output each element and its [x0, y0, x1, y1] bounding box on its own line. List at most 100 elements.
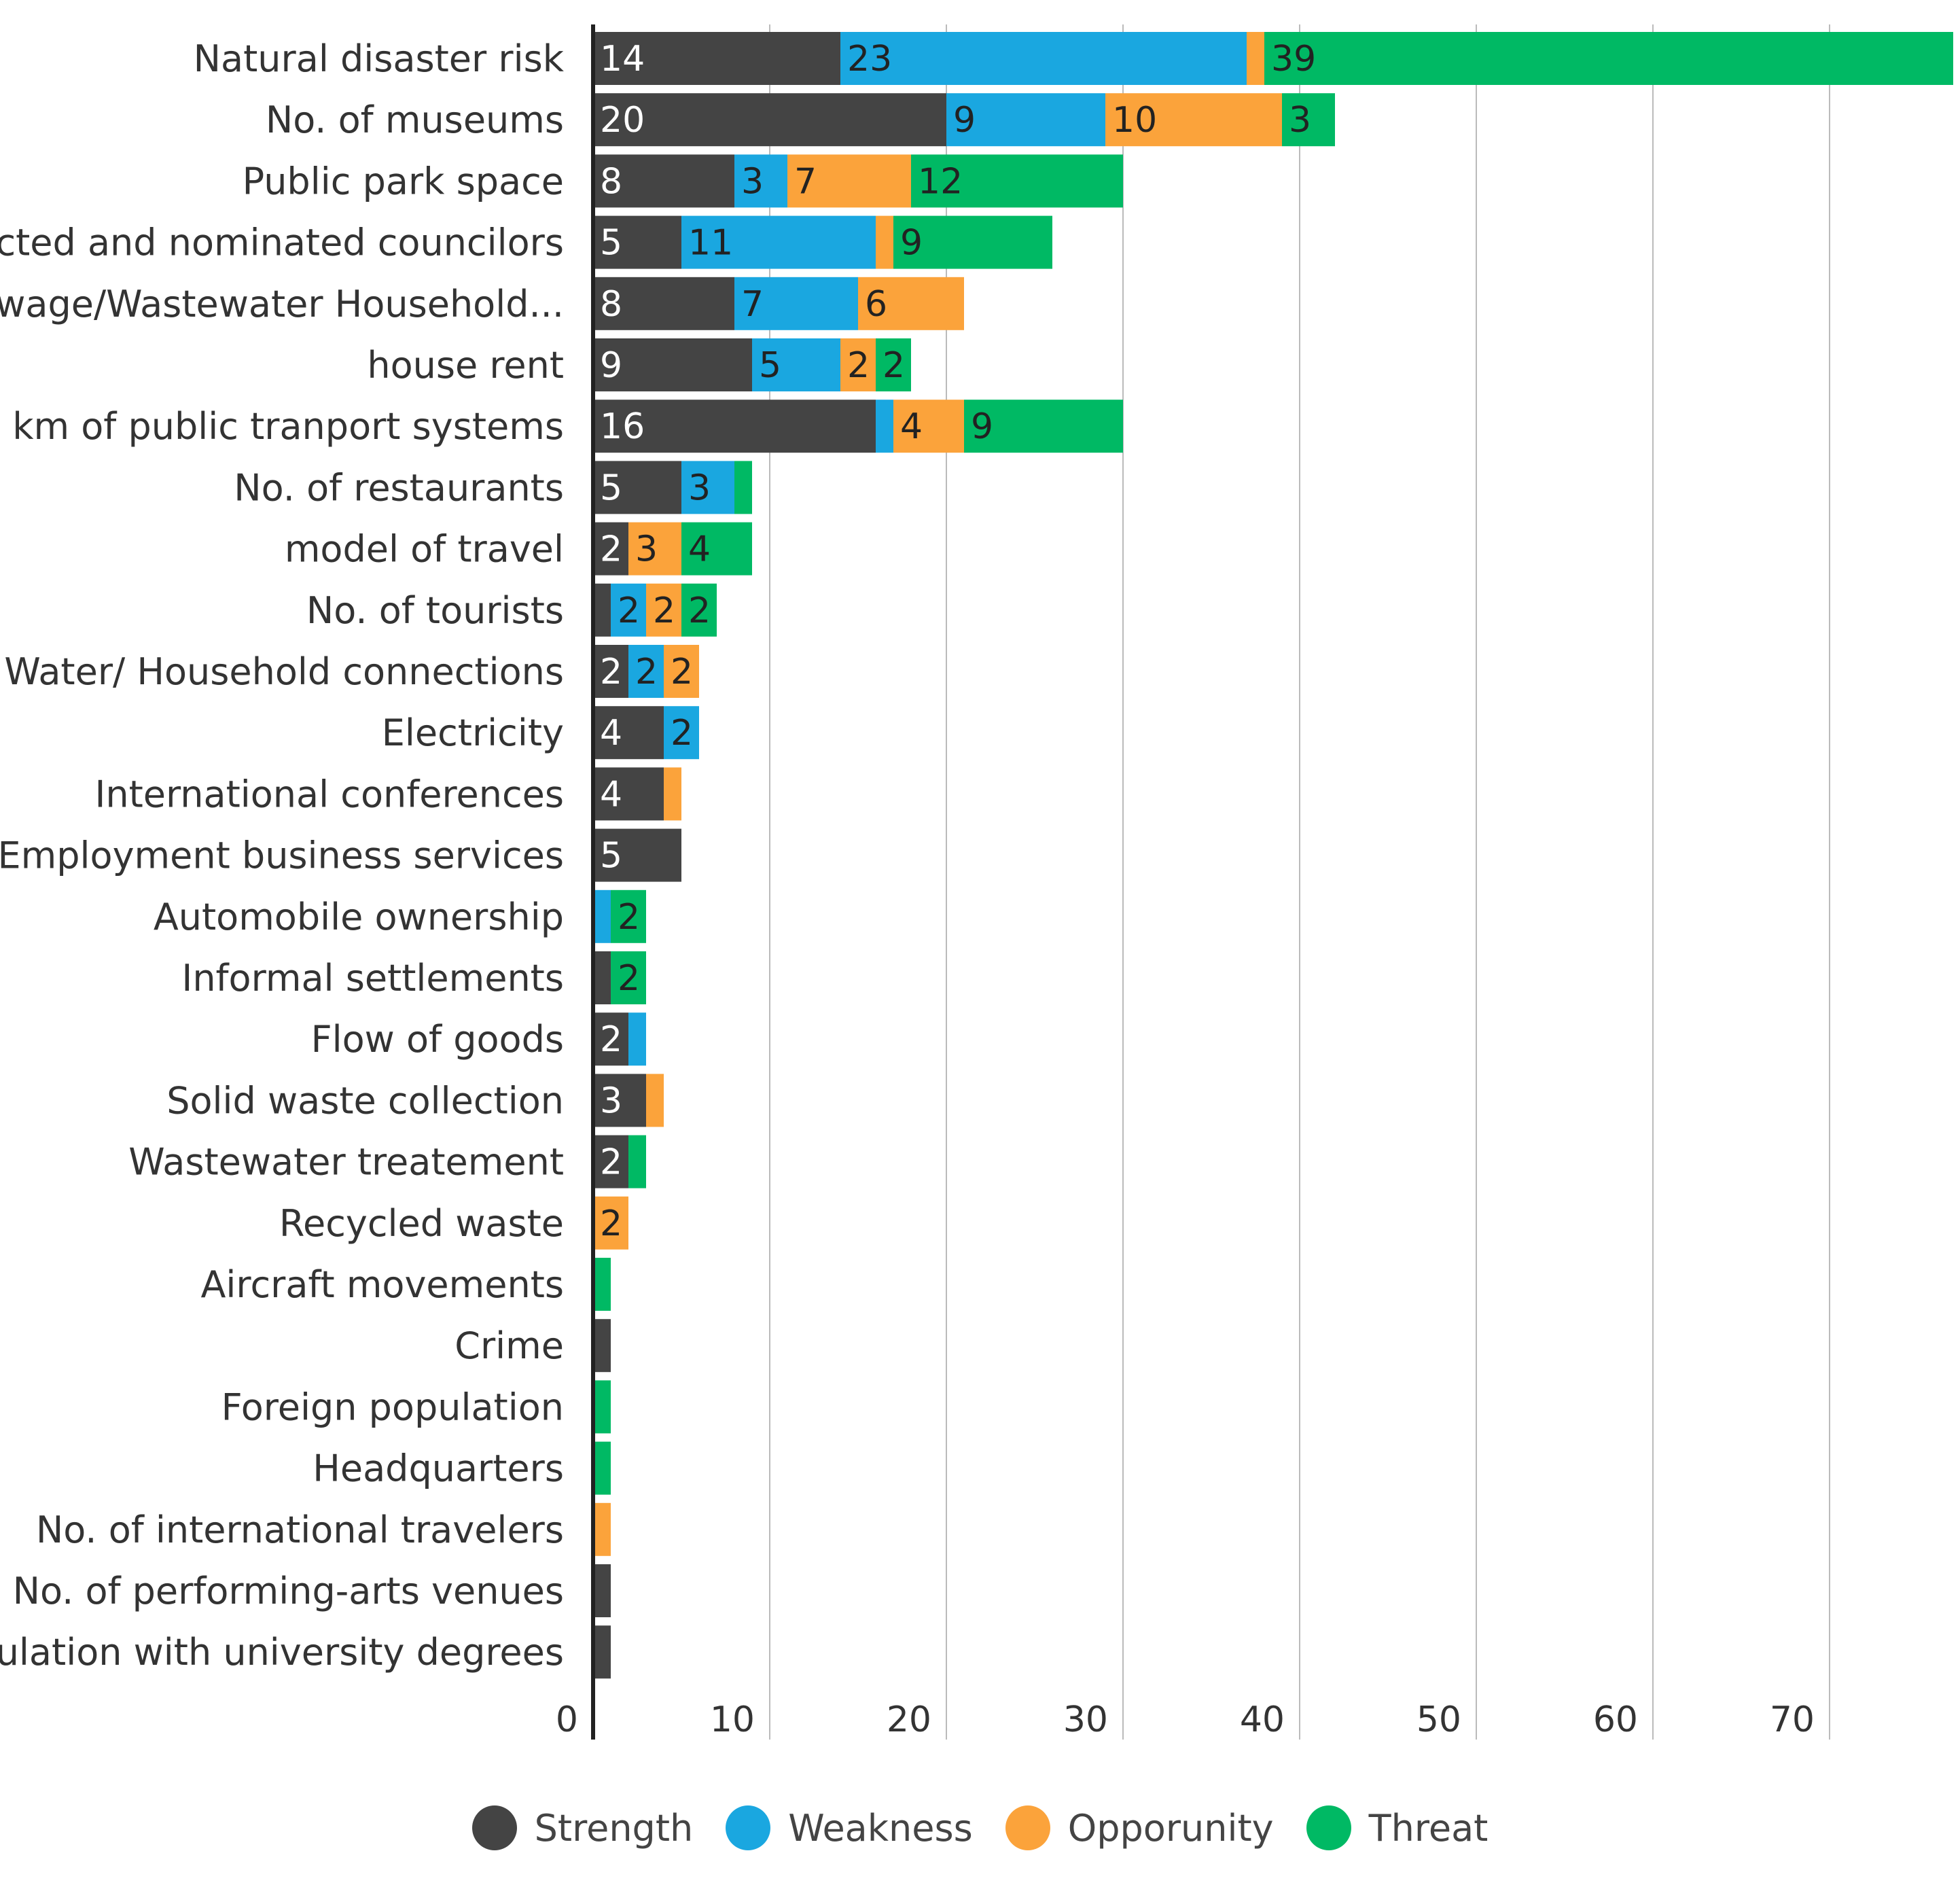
bar-opporunity-house-rent: [840, 338, 876, 391]
value-label-opporunity-house-rent: 2: [847, 345, 870, 386]
category-label-crime: Crime: [455, 1324, 564, 1367]
category-label-no-of-restaurants: No. of restaurants: [234, 466, 564, 509]
legend-swatch: [726, 1805, 771, 1850]
bar-threat-informal-settlements: [611, 951, 646, 1004]
value-label-strength-employment-business-services: 5: [600, 836, 622, 877]
x-tick-label: 20: [887, 1699, 931, 1740]
value-label-strength-no-of-museums: 20: [600, 100, 645, 141]
bar-threat-foreign-population: [593, 1380, 611, 1434]
bar-strength-sewage-wastewater-household: [593, 277, 734, 330]
bar-weakness-flow-of-goods: [628, 1012, 646, 1066]
value-label-weakness-water-household-connections: 2: [635, 652, 658, 692]
bar-strength-flow-of-goods: [593, 1012, 628, 1066]
category-label-wastewater-treatement: Wastewater treatement: [128, 1141, 564, 1184]
x-tick-label: 60: [1593, 1699, 1638, 1740]
bar-strength-no-of-tourists: [593, 583, 611, 637]
value-label-threat-km-of-public-tranport-systems: 9: [971, 406, 993, 447]
bar-strength-water-household-connections: [593, 645, 628, 698]
value-label-strength-wastewater-treatement: 2: [600, 1142, 622, 1183]
category-label-no-of-international-travelers: No. of international travelers: [36, 1509, 564, 1551]
value-label-strength-elected-and-nominated-councilors: 5: [600, 223, 622, 264]
category-label-flow-of-goods: Flow of goods: [311, 1018, 564, 1061]
legend-item-threat: Threat: [1306, 1805, 1489, 1850]
category-label-population-with-university-degrees: population with university degrees: [0, 1631, 564, 1674]
bar-weakness-automobile-ownership: [593, 889, 611, 943]
x-tick-label: 0: [556, 1699, 578, 1740]
legend-label: Threat: [1368, 1806, 1489, 1850]
bar-strength-no-of-performing-arts-venues: [593, 1564, 611, 1617]
bar-weakness-sewage-wastewater-household: [734, 277, 858, 330]
value-label-opporunity-sewage-wastewater-household: 6: [865, 284, 887, 325]
value-label-threat-no-of-tourists: 2: [688, 590, 711, 631]
bar-threat-headquarters: [593, 1441, 611, 1495]
bar-strength-electricity: [593, 706, 664, 760]
bar-strength-wastewater-treatement: [593, 1135, 628, 1188]
bar-opporunity-no-of-museums: [1105, 93, 1282, 147]
value-label-strength-solid-waste-collection: 3: [600, 1080, 622, 1121]
value-label-weakness-elected-and-nominated-councilors: 11: [688, 223, 733, 264]
bar-opporunity-elected-and-nominated-councilors: [876, 215, 893, 269]
bar-opporunity-international-conferences: [664, 767, 681, 821]
category-label-automobile-ownership: Automobile ownership: [154, 896, 564, 938]
legend-label: Strength: [534, 1806, 694, 1850]
bar-threat-no-of-museums: [1282, 93, 1335, 147]
category-label-international-conferences: International conferences: [94, 773, 564, 815]
category-label-headquarters: Headquarters: [313, 1447, 564, 1490]
bar-strength-km-of-public-tranport-systems: [593, 400, 876, 453]
x-tick-label: 40: [1240, 1699, 1285, 1740]
bar-threat-no-of-tourists: [681, 583, 717, 637]
x-tick-label: 10: [710, 1699, 755, 1740]
category-label-sewage-wastewater-household: Sewage/Wastewater Household...: [0, 283, 564, 325]
legend-swatch: [471, 1805, 517, 1850]
bar-opporunity-natural-disaster-risk: [1247, 32, 1264, 85]
bar-weakness-no-of-restaurants: [681, 461, 734, 514]
legend-label: Opporunity: [1067, 1806, 1274, 1850]
bar-opporunity-recycled-waste: [593, 1196, 628, 1250]
value-label-weakness-public-park-space: 3: [741, 161, 764, 202]
bar-strength-public-park-space: [593, 154, 734, 208]
bar-weakness-elected-and-nominated-councilors: [681, 215, 876, 269]
legend-item-weakness: Weakness: [726, 1805, 973, 1850]
value-label-strength-electricity: 4: [600, 713, 622, 754]
bar-weakness-electricity: [664, 706, 699, 760]
value-label-opporunity-km-of-public-tranport-systems: 4: [900, 406, 923, 447]
bar-strength-informal-settlements: [593, 951, 611, 1004]
legend-item-strength: Strength: [471, 1805, 694, 1850]
bar-strength-natural-disaster-risk: [593, 32, 840, 85]
legend-swatch: [1005, 1805, 1050, 1850]
value-label-opporunity-water-household-connections: 2: [671, 652, 693, 692]
value-label-strength-water-household-connections: 2: [600, 652, 622, 692]
bar-threat-house-rent: [876, 338, 911, 391]
bar-opporunity-km-of-public-tranport-systems: [893, 400, 964, 453]
value-label-threat-public-park-space: 12: [918, 161, 963, 202]
bar-strength-solid-waste-collection: [593, 1074, 646, 1127]
value-label-strength-house-rent: 9: [600, 345, 622, 386]
bar-threat-wastewater-treatement: [628, 1135, 646, 1188]
value-label-weakness-electricity: 2: [671, 713, 693, 754]
bar-weakness-no-of-museums: [946, 93, 1105, 147]
bar-weakness-water-household-connections: [628, 645, 664, 698]
bar-opporunity-solid-waste-collection: [646, 1074, 664, 1127]
bar-threat-automobile-ownership: [611, 889, 646, 943]
value-label-strength-no-of-restaurants: 5: [600, 468, 622, 508]
bar-weakness-no-of-tourists: [611, 583, 646, 637]
value-label-weakness-no-of-restaurants: 3: [688, 468, 711, 508]
value-label-threat-informal-settlements: 2: [618, 958, 640, 999]
bar-threat-natural-disaster-risk: [1264, 32, 1953, 85]
bar-threat-model-of-travel: [681, 522, 752, 576]
x-tick-label: 30: [1063, 1699, 1108, 1740]
value-label-weakness-sewage-wastewater-household: 7: [741, 284, 764, 325]
category-label-natural-disaster-risk: Natural disaster risk: [194, 37, 565, 80]
bar-opporunity-no-of-tourists: [646, 583, 681, 637]
bar-strength-international-conferences: [593, 767, 664, 821]
bar-strength-model-of-travel: [593, 522, 628, 576]
bar-threat-aircraft-movements: [593, 1258, 611, 1311]
category-label-recycled-waste: Recycled waste: [279, 1202, 564, 1245]
category-label-electricity: Electricity: [382, 711, 564, 754]
bar-opporunity-model-of-travel: [628, 522, 681, 576]
value-label-threat-elected-and-nominated-councilors: 9: [900, 223, 923, 264]
bar-strength-no-of-restaurants: [593, 461, 681, 514]
bar-strength-elected-and-nominated-councilors: [593, 215, 681, 269]
